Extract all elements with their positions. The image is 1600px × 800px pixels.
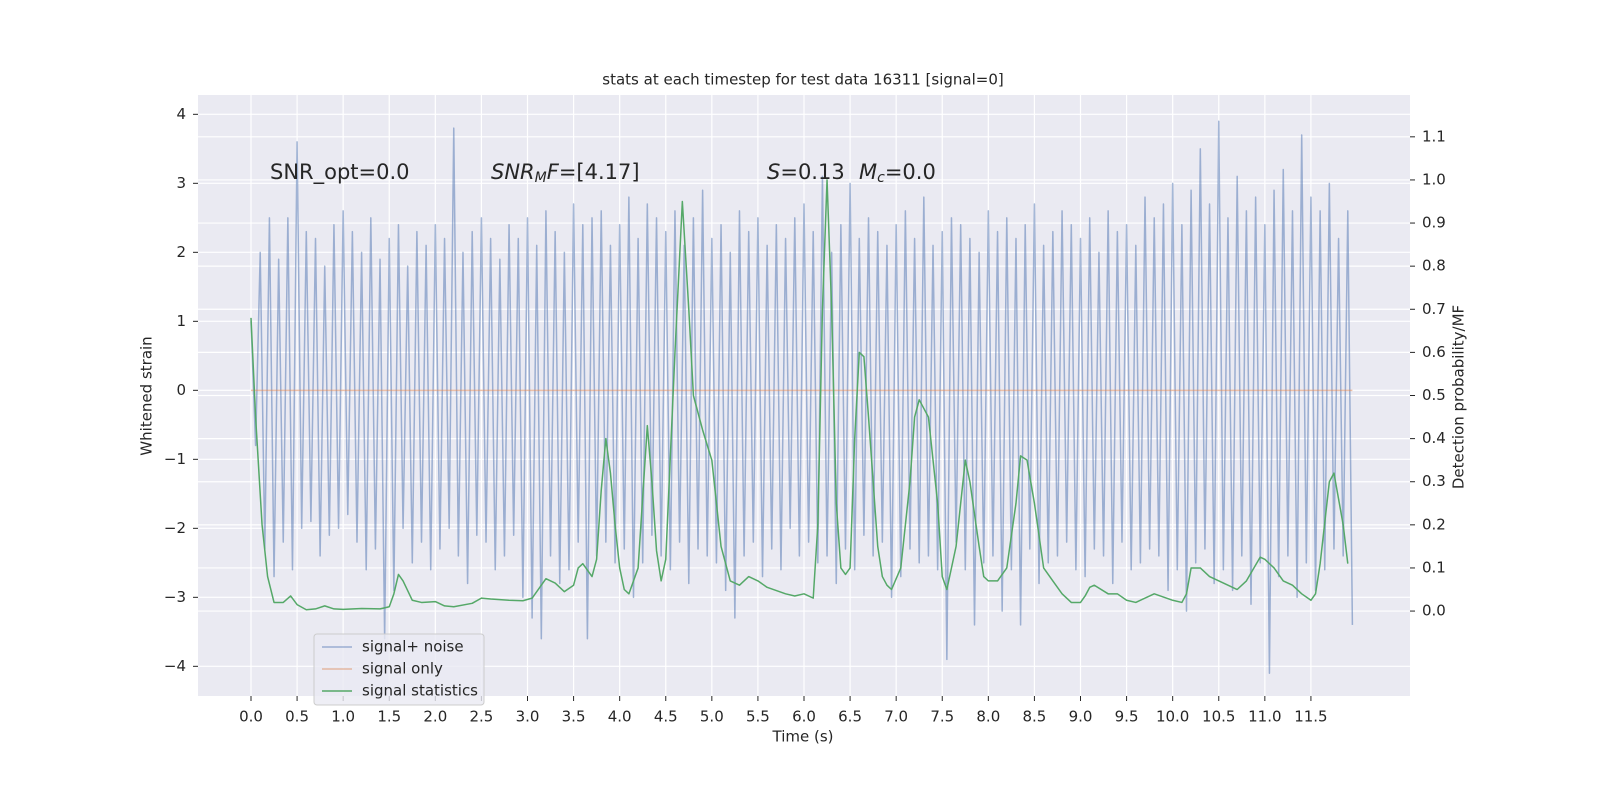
x-tick-label: 4.5 — [654, 708, 678, 726]
annotation-part: M — [535, 170, 547, 186]
y-tick-label: −2 — [164, 519, 186, 537]
annotation: SNRMF=[4.17] — [491, 160, 640, 186]
y-tick-label: 0 — [176, 381, 186, 399]
annotation: Mc=0.0 — [859, 160, 936, 186]
annotation-part: M — [859, 160, 877, 184]
y2-tick-label: 0.1 — [1422, 558, 1446, 576]
y2-axis-label: Detection probability/MF — [1450, 305, 1468, 489]
y2-tick-label: 0.8 — [1422, 257, 1446, 275]
x-tick-label: 2.0 — [423, 708, 447, 726]
series-line — [250, 120, 1354, 674]
y2-tick-label: 0.4 — [1422, 429, 1446, 447]
y-tick-label: 1 — [176, 312, 186, 330]
x-tick-label: 11.0 — [1248, 708, 1281, 726]
x-tick-label: 9.0 — [1069, 708, 1093, 726]
x-tick-label: 3.0 — [516, 708, 540, 726]
annotation-part: F — [547, 160, 560, 184]
legend-label: signal only — [362, 660, 443, 678]
labels: 0.0 0.5 1.0 1.5 2.0 2.5 3.0 3.5 4.0 4.5 5.0 5.5 6.0 6… — [164, 105, 1446, 726]
legend-box — [313, 633, 485, 706]
y2-tick-label: 0.6 — [1422, 343, 1446, 361]
x-tick-label: 10.5 — [1202, 708, 1235, 726]
y2-tick-label: 0.7 — [1422, 300, 1446, 318]
x-tick-label: 6.5 — [838, 708, 862, 726]
x-tick-label: 1.5 — [377, 708, 401, 726]
annotation: S=0.13 — [767, 160, 845, 184]
legend-label: signal+ noise — [362, 638, 464, 656]
x-tick-label: 10.0 — [1156, 708, 1189, 726]
x-tick-label: 5.0 — [700, 708, 724, 726]
x-tick-label: 4.0 — [608, 708, 632, 726]
y-axis-label: Whitened strain — [138, 336, 156, 455]
y-tick-label: −1 — [164, 450, 186, 468]
x-tick-label: 1.0 — [331, 708, 355, 726]
y2-tick-label: 0.5 — [1422, 386, 1446, 404]
y2-tick-label: 0.2 — [1422, 515, 1446, 533]
y-tick-label: 2 — [176, 243, 186, 261]
annotation: SNR_opt=0.0 — [270, 160, 410, 185]
x-tick-label: 8.0 — [976, 708, 1000, 726]
y2-tick-label: 1.0 — [1422, 170, 1446, 188]
annotation-part: =[4.17] — [559, 160, 640, 184]
y-tick-label: −4 — [164, 657, 186, 675]
annotation-part: SNR_opt=0.0 — [270, 160, 410, 185]
series-line — [250, 179, 1349, 611]
y2-tick-label: 0.9 — [1422, 214, 1446, 232]
x-tick-label: 11.5 — [1294, 708, 1327, 726]
annotation-part: =0.13 — [780, 160, 844, 184]
x-axis-label: Time (s) — [772, 728, 834, 746]
marks — [250, 120, 1354, 674]
legend-label: signal statistics — [362, 682, 478, 700]
y2-tick-label: 0.0 — [1422, 602, 1446, 620]
y-tick-label: −3 — [164, 588, 186, 606]
legend: signal+ noise signal only signal statistic… — [313, 633, 485, 706]
annotation-part: =0.0 — [885, 160, 936, 184]
x-tick-label: 0.5 — [285, 708, 309, 726]
y-tick-label: 4 — [176, 105, 186, 123]
x-tick-label: 5.5 — [746, 708, 770, 726]
y2-tick-label: 0.3 — [1422, 472, 1446, 490]
chart-title: stats at each timestep for test data 163… — [602, 71, 1003, 89]
x-tick-label: 3.5 — [562, 708, 586, 726]
annotation-part: S — [767, 160, 780, 184]
x-tick-label: 9.5 — [1115, 708, 1139, 726]
x-tick-label: 7.5 — [930, 708, 954, 726]
annotation-part: c — [877, 170, 885, 186]
x-tick-label: 2.5 — [469, 708, 493, 726]
y2-tick-label: 1.1 — [1422, 127, 1446, 145]
x-tick-label: 6.0 — [792, 708, 816, 726]
x-tick-label: 0.0 — [239, 708, 263, 726]
x-tick-label: 7.0 — [884, 708, 908, 726]
annotation-part: SNR — [491, 160, 535, 184]
y-tick-label: 3 — [176, 174, 186, 192]
x-tick-label: 8.5 — [1022, 708, 1046, 726]
